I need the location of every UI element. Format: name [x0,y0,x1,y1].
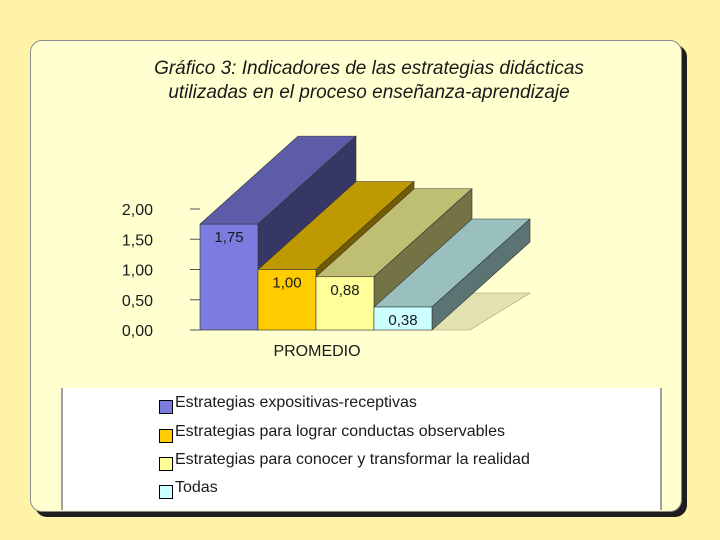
data-label: 0,88 [330,282,359,299]
bar [373,306,433,331]
y-tick-label: 0,50 [122,293,153,310]
legend-swatch [159,457,173,471]
legend-label: Estrategias expositivas-receptivas [175,394,417,411]
chart-title: Gráfico 3: Indicadores de las estrategia… [119,57,619,105]
x-category-label: PROMEDIO [273,343,360,360]
data-label: 1,00 [272,275,301,292]
chart-legend: Estrategias expositivas-receptivas Estra… [61,388,662,510]
legend-label: Estrategias para conocer y transformar l… [175,451,530,468]
legend-swatch [159,400,173,414]
legend-label: Todas [175,479,218,496]
bar [257,269,317,331]
y-tick-label: 1,00 [122,263,153,280]
data-label: 1,75 [214,229,243,246]
chart-card: Gráfico 3: Indicadores de las estrategia… [30,40,682,512]
bar [315,276,375,331]
legend-swatch [159,485,173,499]
legend-swatch [159,429,173,443]
chart-title-line-1: Gráfico 3: Indicadores de las estrategia… [154,58,584,79]
data-label: 0,38 [388,312,417,329]
legend-label: Estrategias para lograr conductas observ… [175,423,505,440]
y-tick-label: 1,50 [122,232,153,249]
bar [199,223,259,331]
y-tick-label: 0,00 [122,323,153,340]
chart-title-line-2: utilizadas en el proceso enseñanza-apren… [168,82,570,103]
y-tick-label: 2,00 [122,202,153,219]
